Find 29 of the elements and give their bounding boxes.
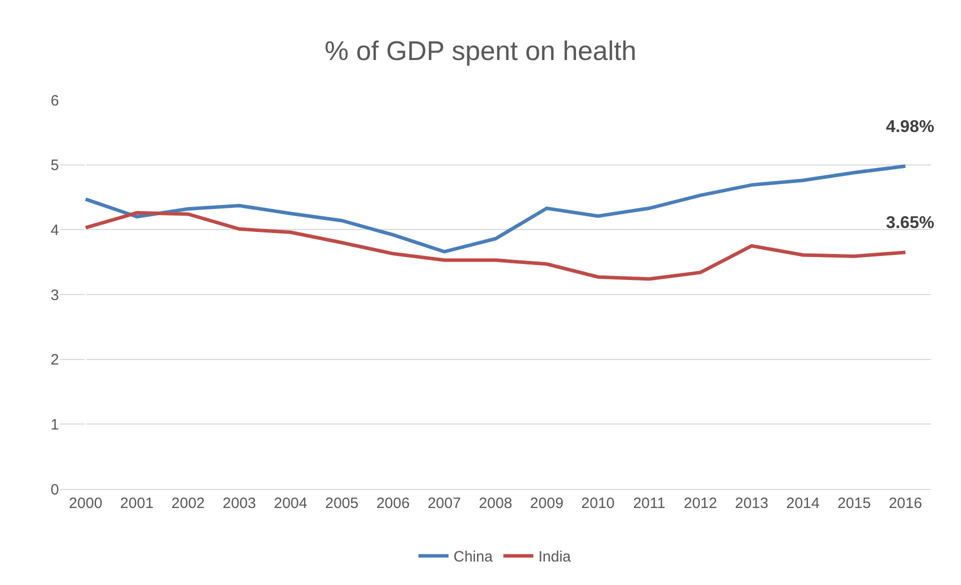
x-tick-label: 2012 xyxy=(684,495,718,512)
x-tick-label: 2009 xyxy=(530,495,564,512)
x-tick-label: 2011 xyxy=(633,495,666,512)
x-tick-label: 2002 xyxy=(171,495,205,512)
x-tick-label: 2016 xyxy=(888,495,922,512)
legend-label: India xyxy=(538,548,572,566)
x-tick-label: 2003 xyxy=(222,495,256,512)
annotation: 3.65% xyxy=(886,213,934,232)
y-tick-label: 4 xyxy=(50,222,59,239)
x-tick-label: 2005 xyxy=(325,495,358,512)
annotation: 4.98% xyxy=(886,117,934,136)
x-tick-label: 2010 xyxy=(581,495,615,512)
x-tick-label: 2014 xyxy=(786,495,820,512)
x-tick-label: 2004 xyxy=(274,495,308,512)
x-tick-label: 2001 xyxy=(120,495,154,512)
legend-label: China xyxy=(454,548,494,566)
x-tick-label: 2013 xyxy=(734,495,768,512)
y-tick-label: 3 xyxy=(50,286,59,304)
y-tick-label: 1 xyxy=(50,416,59,434)
y-tick-label: 0 xyxy=(50,481,59,498)
x-tick-label: 2015 xyxy=(837,495,871,512)
x-tick-label: 2006 xyxy=(376,495,410,512)
x-tick-label: 2000 xyxy=(68,495,102,512)
y-tick-label: 2 xyxy=(50,352,59,369)
x-tick-label: 2007 xyxy=(428,495,461,512)
x-tick-label: 2008 xyxy=(478,495,512,512)
chart-title: % of GDP spent on health xyxy=(324,36,636,66)
y-tick-label: 5 xyxy=(50,157,59,174)
y-tick-label: 6 xyxy=(50,92,59,110)
